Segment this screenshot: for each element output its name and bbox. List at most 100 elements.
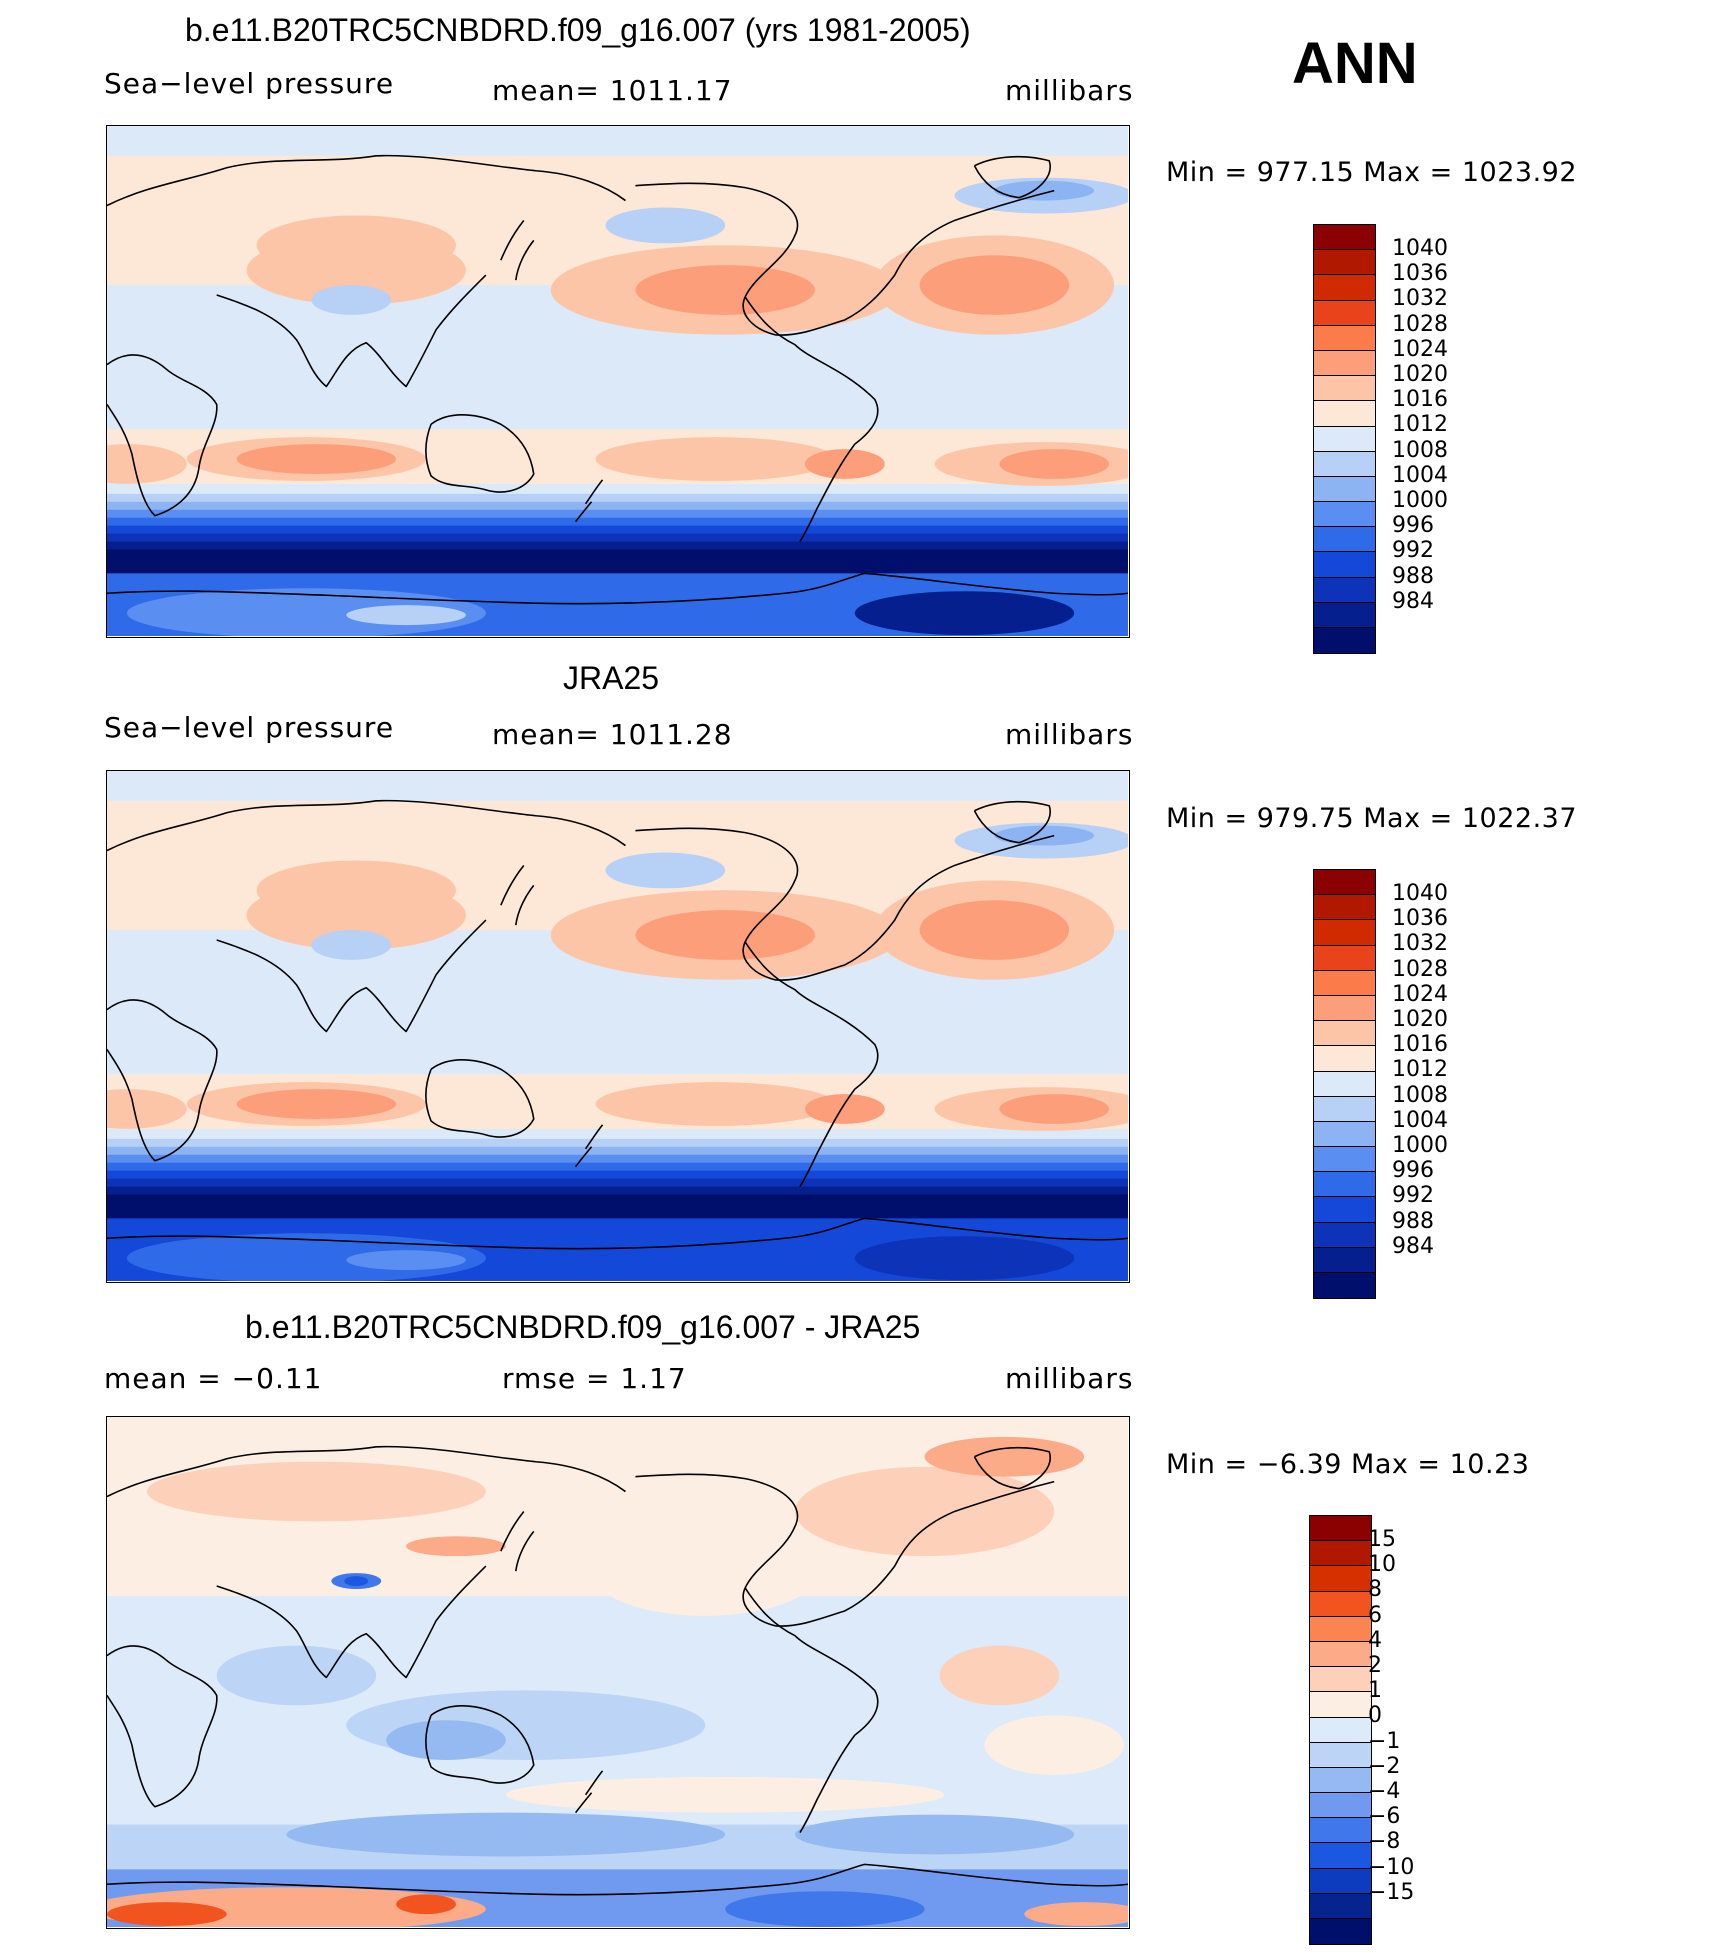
colorbar-swatch [1314,426,1375,452]
pressure-contour [924,1436,1085,1477]
colorbar-swatch [1314,1121,1375,1148]
colorbar-tick-label: 1036 [1392,906,1448,932]
coastline [216,274,487,388]
colorbar-swatch [1314,995,1375,1022]
colorbar-swatch [1314,1046,1375,1072]
colorbar-tick-label: 1016 [1392,1032,1448,1058]
pressure-contour [605,852,726,889]
colorbar-swatch [1314,628,1375,654]
colorbar-tick-label: 1040 [1392,236,1448,261]
colorbar-tick-label: −8 [1368,1829,1401,1855]
colorbar-tick-label: 8 [1368,1577,1382,1603]
colorbar-swatch [1314,300,1375,326]
colorbar-swatch [1314,895,1375,921]
coastline [973,1446,1051,1490]
colorbar-tick-label: 1008 [1392,1082,1448,1108]
colorbar-tick-label: 0 [1368,1703,1382,1729]
pressure-contour [725,1891,925,1927]
colorbar-swatch [1310,1616,1371,1642]
colorbar-swatch [1314,451,1375,477]
coastline [107,154,626,207]
colorbar-tick-label: −15 [1368,1879,1415,1905]
colorbar-tick-label: 1036 [1392,261,1448,287]
colorbar-tick-label: 1024 [1392,981,1448,1007]
coastline [107,1445,626,1498]
pressure-contour [311,930,392,960]
pressure-contour [344,1576,369,1587]
colorbar-swatch [1314,1071,1375,1097]
pressure-contour [999,449,1110,479]
pressure-contour [595,437,835,481]
pressure-contour [994,180,1095,201]
panel2-variable-label: Sea−level pressure [104,711,395,744]
pressure-contour [406,1536,506,1557]
colorbar-swatch [1314,275,1375,301]
panel1-mean-label: mean= 1011.17 [492,74,733,107]
coastline [107,572,1128,605]
pressure-contour [794,1466,1055,1557]
colorbar-swatch [1314,476,1375,503]
coastline [635,182,1055,336]
coastline [107,1645,218,1808]
colorbar-swatch [1314,920,1375,946]
colorbar-swatch [1314,577,1375,603]
colorbar-swatch [1310,1717,1371,1743]
colorbar-tick-label: 1008 [1392,437,1448,463]
panel2-map [106,770,1130,1283]
pressure-contour [635,910,815,960]
coastline [107,999,218,1162]
pressure-contour [999,1094,1110,1124]
coastline [973,155,1051,199]
coastline [500,1510,535,1572]
colorbar-tick-label: 1 [1368,1678,1382,1704]
colorbar-swatch [1310,1793,1371,1819]
pressure-contour [107,1089,187,1129]
panel1-colorbar [1313,224,1376,655]
pressure-contour [635,265,815,315]
colorbar-swatch [1314,502,1375,528]
colorbar-swatch [1314,602,1375,628]
colorbar-swatch [1310,1566,1371,1592]
coastline [107,799,626,852]
colorbar-tick-label: 984 [1392,588,1434,614]
colorbar-swatch [1314,401,1375,427]
panel2-mean-label: mean= 1011.28 [492,718,733,751]
colorbar-swatch [1310,1667,1371,1693]
pressure-contour [286,1812,726,1857]
colorbar-tick-label: 988 [1392,1208,1434,1234]
pressure-contour [919,900,1070,960]
season-label: ANN [1292,31,1418,96]
colorbar-swatch [1314,870,1375,896]
colorbar-tick-label: 1024 [1392,336,1448,362]
colorbar-swatch [1314,350,1375,377]
pressure-contour [804,1094,885,1124]
colorbar-swatch [1310,1767,1371,1794]
coastline [107,1863,1128,1896]
pressure-contour [236,444,397,474]
coastline [574,1124,604,1168]
panel3-rmse-label: rmse = 1.17 [502,1362,687,1395]
colorbar-swatch [1310,1516,1371,1542]
panel3-mean-label: mean = −0.11 [104,1362,323,1395]
colorbar-swatch [1314,1096,1375,1122]
panel1-map [106,125,1130,638]
colorbar-tick-label: −6 [1368,1804,1401,1830]
colorbar-swatch [1314,527,1375,553]
pressure-contour [256,215,456,276]
panel3-units-label: millibars [1005,1362,1134,1395]
coastline [107,1217,1128,1250]
panel2-minmax: Min = 979.75 Max = 1022.37 [1166,803,1578,834]
colorbar-tick-label: −1 [1368,1728,1401,1754]
pressure-contour [984,1715,1125,1775]
colorbar-swatch [1310,1692,1371,1718]
colorbar-tick-label: 992 [1392,538,1434,564]
pressure-contour [794,1814,1075,1855]
colorbar-swatch [1310,1893,1371,1919]
colorbar-tick-label: 1028 [1392,311,1448,337]
colorbar-tick-label: 996 [1392,513,1434,539]
colorbar-swatch [1310,1541,1371,1567]
coastline [574,479,604,523]
pressure-contour [311,285,392,315]
pressure-contour [595,1536,815,1616]
colorbar-swatch [1310,1742,1371,1768]
